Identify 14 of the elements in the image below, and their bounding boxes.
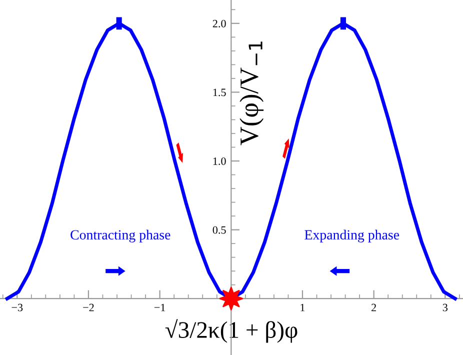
x-tick-label: −1 xyxy=(154,304,166,312)
y-tick-label: 1.0 xyxy=(213,157,226,165)
y-axis-title: V(φ)/V$_{−1}$ xyxy=(240,42,264,146)
annotation: Expanding phase xyxy=(304,230,400,242)
x-axis-title: √3/2κ(1 + β)φ xyxy=(165,319,298,343)
x-tick-label: 2 xyxy=(372,304,376,312)
annotation: Contracting phase xyxy=(70,230,170,242)
x-tick-label: −2 xyxy=(83,304,94,312)
y-tick-label: 0.5 xyxy=(212,226,226,234)
x-tick-label: −3 xyxy=(12,304,23,312)
y-tick-label: 1.5 xyxy=(213,88,226,96)
x-tick-label: 1 xyxy=(300,304,305,312)
x-tick-label: 3 xyxy=(442,304,448,312)
y-tick-label: 2.0 xyxy=(212,20,226,28)
